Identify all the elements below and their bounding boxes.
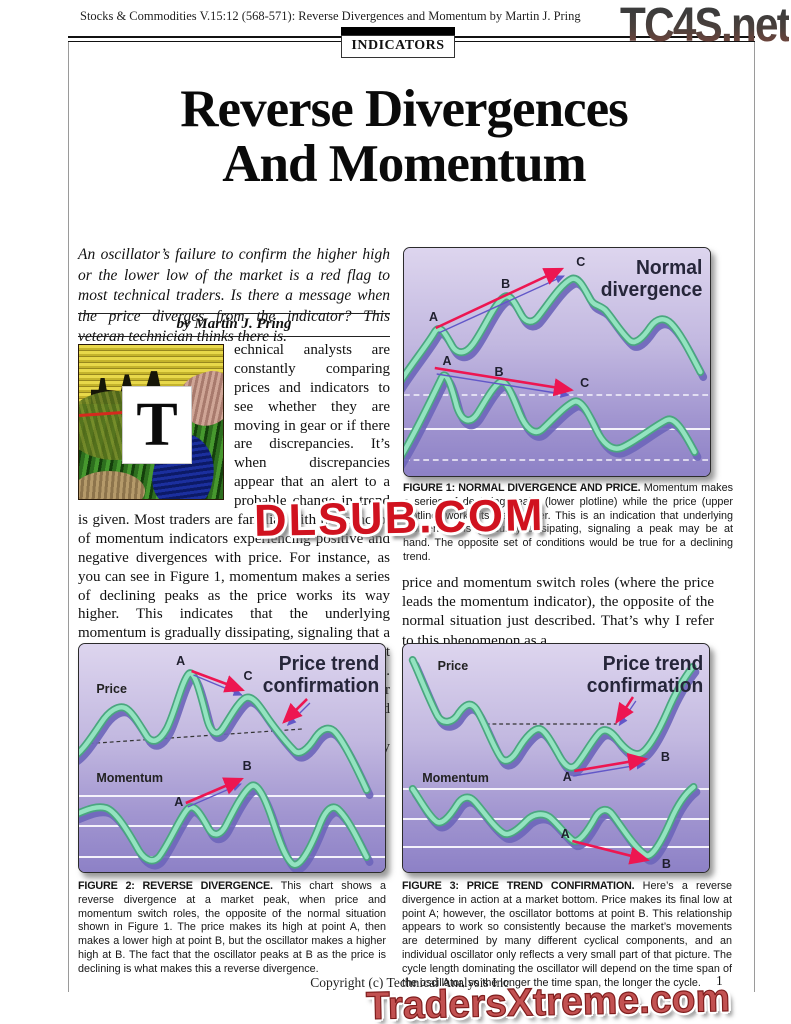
- divergence-trendline-blue-price: [438, 275, 565, 334]
- momentum-curve: [404, 371, 699, 460]
- article-abstract: An oscillator’s failure to confirm the h…: [78, 246, 390, 346]
- point-label: A: [442, 353, 451, 368]
- price-curve: [79, 669, 371, 794]
- reverse-divergence-arrow-price: [191, 669, 245, 693]
- figure1-caption-title: FIGURE 1: NORMAL DIVERGENCE AND PRICE.: [403, 482, 641, 494]
- dropcap-box: T: [123, 387, 191, 463]
- copyright-line: Copyright (c) Technical Analysis Inc.: [310, 975, 513, 990]
- article-title-line1: Reverse Divergences: [180, 80, 628, 138]
- article-body-column2: price and momentum switch roles (where t…: [402, 575, 714, 649]
- tradersxtreme-watermark: TradersXtreme.com: [365, 976, 731, 1024]
- momentum-curve: [79, 781, 371, 869]
- reverse-divergence-arrow-price: [574, 752, 648, 773]
- figure2-caption: FIGURE 2: REVERSE DIVERGENCE. This chart…: [78, 880, 386, 977]
- figure2-annotation-line1: Price trend: [279, 653, 379, 675]
- divergence-trendline-blue-momentum: [436, 373, 570, 398]
- figure2-caption-title: FIGURE 2: REVERSE DIVERGENCE.: [78, 880, 273, 892]
- point-label: B: [501, 276, 510, 291]
- journal-citation: Stocks & Commodities V.15:12 (568-571): …: [80, 9, 581, 23]
- figure2-svg: Price Momentum A C A B Price trend confi…: [79, 644, 385, 872]
- reverse-divergence-arrow-momentum: [572, 839, 650, 865]
- dlsub-watermark: DLSUB.COM: [253, 488, 545, 547]
- left-column-rule: [68, 42, 69, 992]
- momentum-series-label: Momentum: [422, 770, 489, 785]
- point-label: A: [429, 309, 438, 324]
- divergence-arrow-price: [435, 267, 565, 330]
- reverse-divergence-arrow-momentum: [185, 777, 244, 805]
- point-label: A: [561, 826, 570, 841]
- point-label: A: [176, 653, 185, 668]
- figure1-chart: A B C A B C Normal divergence: [403, 247, 711, 477]
- figure3-caption-body: Here’s a reverse divergence in action at…: [402, 880, 733, 989]
- artwork-tan-shape: [79, 471, 146, 499]
- figure3-caption: FIGURE 3: PRICE TREND CONFIRMATION. Here…: [402, 880, 732, 991]
- tc4s-watermark: TC4S.net: [620, 0, 791, 52]
- price-series-label: Price: [96, 681, 127, 696]
- point-label: B: [661, 749, 670, 764]
- section-label-bar: [341, 27, 455, 35]
- point-label: C: [244, 668, 253, 683]
- figure3-annotation-line2: confirmation: [587, 675, 703, 697]
- point-label: A: [174, 794, 183, 809]
- byline-rule-bottom: [78, 336, 390, 337]
- article-title: Reverse Divergences And Momentum: [68, 80, 740, 194]
- byline-block: by Martin J. Pring: [78, 313, 390, 337]
- byline-rule-top: [78, 313, 390, 314]
- figure2-annotation-line2: confirmation: [263, 675, 379, 697]
- price-curve: [404, 274, 705, 384]
- page-number: 1: [716, 973, 723, 988]
- figure2-chart: Price Momentum A C A B Price trend confi…: [78, 643, 386, 873]
- figure1-annotation-line1: Normal: [636, 257, 702, 279]
- point-label: C: [576, 254, 585, 269]
- right-column-rule: [754, 42, 755, 992]
- price-series-label: Price: [438, 658, 469, 673]
- figure3-caption-title: FIGURE 3: PRICE TREND CONFIRMATION.: [402, 880, 635, 892]
- point-label: B: [243, 758, 252, 773]
- figure3-chart: Price Momentum A B A B Price trend confi…: [402, 643, 710, 873]
- point-label: C: [580, 375, 589, 390]
- figure1-annotation-line2: divergence: [601, 279, 703, 301]
- figure3-svg: Price Momentum A B A B Price trend confi…: [403, 644, 709, 872]
- figure1-caption: FIGURE 1: NORMAL DIVERGENCE AND PRICE. M…: [403, 482, 733, 565]
- confirmation-arrow: [282, 698, 308, 724]
- price-trendline-dashed: [82, 728, 303, 745]
- lead-artwork: T: [78, 344, 224, 500]
- byline: by Martin J. Pring: [176, 316, 292, 332]
- section-label-box: INDICATORS: [341, 27, 455, 58]
- dropcap-letter: T: [136, 391, 178, 459]
- point-label: B: [662, 856, 671, 871]
- confirmation-arrow: [615, 696, 635, 725]
- section-label: INDICATORS: [341, 35, 455, 58]
- article-body-column1: T echnical analysts are constantly compa…: [78, 341, 390, 775]
- point-label: B: [494, 364, 503, 379]
- divergence-arrow-momentum: [434, 366, 574, 397]
- figure1-caption-body: Momentum makes a series of declining pea…: [403, 482, 733, 564]
- figure1-svg: A B C A B C Normal divergence: [404, 248, 710, 476]
- figure2-caption-body: This chart shows a reverse divergence at…: [78, 880, 386, 975]
- point-label: A: [563, 769, 572, 784]
- article-title-line2: And Momentum: [222, 135, 586, 194]
- figure3-annotation-line1: Price trend: [603, 653, 703, 675]
- momentum-series-label: Momentum: [96, 770, 163, 785]
